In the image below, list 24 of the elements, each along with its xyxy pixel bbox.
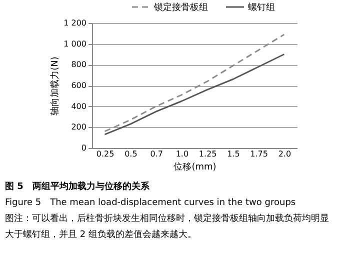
x-tick-label: 1.5 — [227, 150, 240, 158]
y-axis-title: 轴向加载力(N) — [50, 56, 61, 116]
x-tick-label: 0.5 — [124, 150, 138, 158]
y-tick-label: 600 — [71, 81, 86, 90]
caption: Figure 5 The mean load-displacement curves in the two groups — [5, 198, 296, 208]
x-axis-title: 位移(mm) — [174, 162, 216, 172]
x-tick-label: 1.25 — [198, 150, 217, 158]
y-tick-label: 1 000 — [64, 39, 86, 48]
text: 图 5 两组平均加载力与位移的关系 — [5, 181, 150, 192]
y-tick-label: 400 — [71, 102, 86, 111]
x-tick-label: 0.7 — [150, 150, 163, 158]
y-tick-label: 200 — [71, 122, 86, 132]
legend-label: 锁定接骨板组 — [153, 2, 208, 13]
text: 图注：可以看出，后柱骨折块发生相同位移时，锁定接骨板组轴向加载负荷均明显大于螺钉组，并且 2 组负载的差值会越来越大。 — [5, 213, 329, 240]
line-series — [104, 54, 285, 136]
legend-label: 螺钉组 — [248, 2, 275, 13]
line-series — [104, 34, 285, 132]
x-tick-label: 2.0 — [278, 150, 292, 158]
y-tick-label: 1 200 — [64, 18, 86, 28]
y-tick-label: 800 — [71, 60, 86, 70]
x-tick-label: 1.0 — [176, 150, 189, 158]
y-tick-label: 0 — [81, 144, 86, 152]
x-tick-label: 0.25 — [96, 150, 114, 158]
x-tick-label: 1.75 — [250, 150, 268, 158]
